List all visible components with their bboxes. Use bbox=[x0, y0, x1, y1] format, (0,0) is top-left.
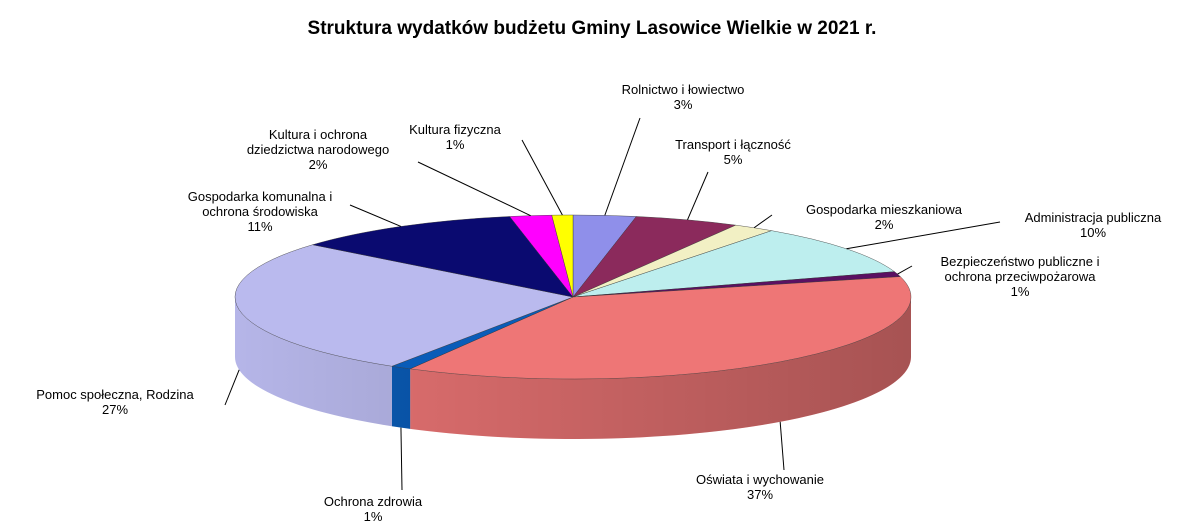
slice-label: Bezpieczeństwo publiczne i ochrona przec… bbox=[940, 254, 1100, 284]
slice-value-label: 3% bbox=[673, 97, 693, 112]
slice bbox=[551, 214, 574, 298]
leader-line bbox=[400, 427, 403, 491]
leader-line bbox=[349, 204, 402, 227]
leader-line bbox=[687, 171, 709, 221]
slice-label: Oświata i wychowanie bbox=[696, 472, 824, 487]
leader-line bbox=[846, 221, 1001, 250]
slice-label: Gospodarka mieszkaniowa bbox=[805, 202, 963, 217]
slice-value-label: 1% bbox=[1010, 284, 1030, 299]
chart-title: Struktura wydatków budżetu Gminy Lasowic… bbox=[307, 18, 877, 39]
slice-value-label: 37% bbox=[746, 487, 774, 502]
slice-label: Gospodarka komunalna i ochrona środowisk… bbox=[187, 189, 333, 219]
slice-value-label: 5% bbox=[723, 152, 743, 167]
slice bbox=[409, 276, 912, 380]
slice-label: Administracja publiczna bbox=[1024, 210, 1162, 225]
leader-line bbox=[417, 161, 531, 217]
slice-label: Transport i łączność bbox=[675, 137, 791, 152]
leader-line bbox=[753, 214, 773, 229]
slice-label: Rolnictwo i łowiectwo bbox=[621, 82, 745, 97]
leader-line bbox=[521, 139, 563, 216]
slice-label: Kultura i ochrona dziedzictwa narodowego bbox=[246, 127, 390, 157]
slice-label: Kultura fizyczna bbox=[409, 122, 501, 137]
slice bbox=[572, 230, 896, 298]
slice-label: Pomoc społeczna, Rodzina bbox=[36, 387, 194, 402]
slice-value-label: 1% bbox=[363, 509, 383, 523]
leader-line bbox=[779, 421, 785, 471]
slice-value-label: 11% bbox=[247, 219, 273, 234]
slice bbox=[234, 244, 574, 367]
slice-value-label: 1% bbox=[445, 137, 465, 152]
leader-line bbox=[604, 117, 641, 216]
slice-value-label: 2% bbox=[308, 157, 328, 172]
slice-value-label: 2% bbox=[874, 217, 894, 232]
leader-line bbox=[224, 369, 240, 406]
slice-label: Ochrona zdrowia bbox=[323, 494, 423, 509]
slice-value-label: 27% bbox=[101, 402, 129, 417]
leader-line bbox=[897, 265, 913, 275]
side-shading bbox=[235, 297, 911, 439]
slice-value-label: 10% bbox=[1079, 225, 1107, 240]
